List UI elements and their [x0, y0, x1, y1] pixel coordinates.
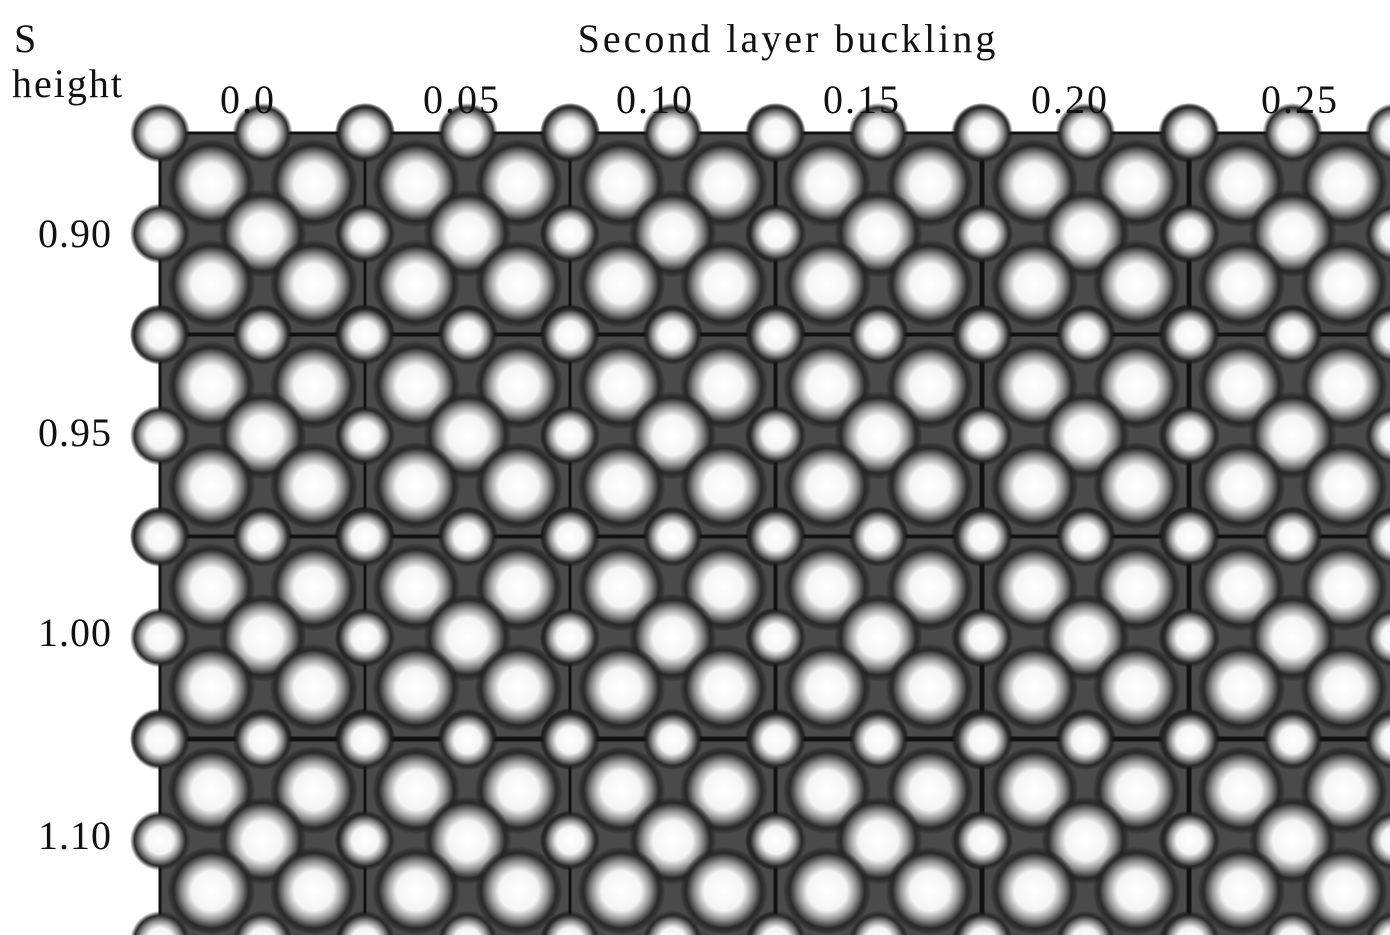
- atom-spot: [130, 710, 190, 770]
- column-label: 0.25: [1261, 77, 1339, 122]
- atom-spot: [953, 305, 1013, 365]
- atom-spot: [1160, 710, 1220, 770]
- atom-spot: [130, 103, 190, 163]
- figure: S height Second layer buckling 0.0 0.05 0.…: [0, 0, 1390, 935]
- row-label: 0.95: [38, 410, 112, 455]
- row-axis-label: height: [12, 61, 124, 106]
- column-label: 0.0: [220, 77, 276, 122]
- atom-spot: [1160, 103, 1220, 163]
- atom-spot: [540, 103, 600, 163]
- atom-spot: [746, 103, 806, 163]
- atom-spot: [540, 305, 600, 365]
- column-label: 0.15: [823, 77, 901, 122]
- row-axis-label: S: [14, 16, 36, 61]
- atom-spot: [130, 507, 190, 567]
- column-label: 0.10: [616, 77, 694, 122]
- row-label: 1.10: [38, 813, 112, 858]
- atom-spot: [335, 507, 395, 567]
- image-grid: [130, 103, 1390, 935]
- row-label: 0.90: [38, 211, 112, 256]
- atom-spot: [746, 710, 806, 770]
- row-label: 1.00: [38, 610, 112, 655]
- atom-spot: [335, 710, 395, 770]
- atom-spot: [335, 103, 395, 163]
- atom-spot: [1160, 507, 1220, 567]
- atom-spot: [953, 710, 1013, 770]
- atom-spot: [540, 710, 600, 770]
- atom-spot: [540, 507, 600, 567]
- atom-spot: [746, 507, 806, 567]
- atom-spot: [953, 103, 1013, 163]
- column-label: 0.05: [423, 77, 501, 122]
- atom-spot: [1160, 305, 1220, 365]
- stm-image: [1160, 710, 1390, 935]
- atom-spot: [130, 305, 190, 365]
- atom-spot: [953, 507, 1013, 567]
- column-axis-title: Second layer buckling: [578, 16, 999, 61]
- atom-spot: [746, 305, 806, 365]
- column-label: 0.20: [1031, 77, 1109, 122]
- atom-spot: [335, 305, 395, 365]
